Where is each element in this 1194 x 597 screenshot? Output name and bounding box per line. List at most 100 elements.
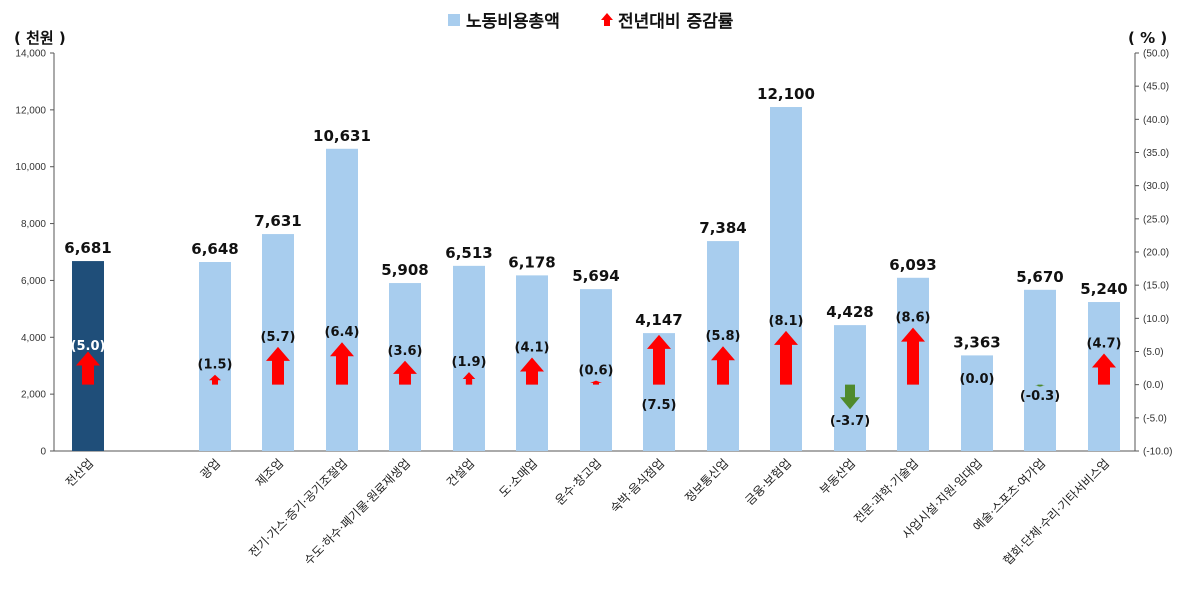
category-label: 협회·단체·수리·기타서비스업 [1000,456,1112,568]
legend-bar-label: 노동비용총액 [466,12,560,32]
increase-arrow-icon [462,372,476,385]
percent-change-label: (0.6) [579,364,614,379]
right-tick-label: (25.0) [1143,214,1169,225]
category-label: 운수·창고업 [552,456,604,508]
right-tick-label: (10.0) [1143,314,1169,325]
right-tick-label: (-5.0) [1143,413,1167,424]
bar-value-label: 5,694 [572,267,619,285]
percent-change-label: (4.1) [515,340,550,355]
increase-arrow-icon [520,357,544,385]
category-label: 부동산업 [817,456,858,497]
increase-arrow-icon [774,330,798,385]
bar-value-label: 10,631 [313,127,371,145]
increase-arrow-icon [76,351,100,385]
percent-change-label: (1.9) [452,355,487,370]
percent-change-label: (0.0) [960,372,995,387]
category-label: 제조업 [253,456,286,489]
percent-change-label: (4.7) [1087,336,1122,351]
increase-arrow-icon [711,346,735,385]
decrease-arrow-icon [840,384,860,410]
bar [453,265,485,451]
bar-value-label: 6,178 [508,253,555,271]
left-tick-label: 8,000 [21,219,46,230]
bar-value-label: 4,147 [635,311,682,329]
legend-arrow-icon [601,13,613,26]
arrows [76,327,1116,410]
bar [1024,289,1056,451]
left-axis-unit: ( 천원 ) [14,29,66,47]
percent-change-label: (6.4) [325,325,360,340]
right-tick-label: (15.0) [1143,281,1169,292]
bar-value-label: 6,513 [445,244,492,262]
category-label: 전문·과학·기술업 [851,456,921,526]
decrease-arrow-icon [1035,384,1045,387]
increase-arrow-icon [590,380,602,385]
legend-bar-swatch [448,14,460,26]
percent-change-label: (5.0) [71,339,106,354]
category-label: 전산업 [63,456,96,489]
right-tick-label: (40.0) [1143,115,1169,126]
percent-change-label: (5.8) [706,329,741,344]
percent-labels: (5.0) (1.5) (5.7) (6.4) (3.6) (1.9) (4.1) (0.6)… [71,311,1122,430]
category-label: 수도·하수·폐기물·원료재생업 [301,456,413,568]
increase-arrow-icon [393,360,417,385]
left-tick-label: 4,000 [21,333,46,344]
bar [326,148,358,451]
legend: 노동비용총액 전년대비 증감률 [448,12,734,32]
left-axis-ticks: 0 2,000 4,000 6,000 8,000 10,000 12,000 14,000 [15,49,54,458]
percent-change-label: (-0.3) [1020,389,1060,404]
increase-arrow-icon [647,334,671,385]
percent-change-label: (1.5) [198,358,233,373]
category-label: 정보통신업 [682,456,731,505]
right-tick-label: (-10.0) [1143,447,1172,458]
bar [262,234,294,451]
increase-arrow-icon [266,346,290,385]
bar-value-label: 5,908 [381,261,428,279]
right-tick-label: (5.0) [1143,347,1164,358]
percent-change-label: (-3.7) [830,414,870,429]
bar [580,289,612,451]
increase-arrow-icon [209,374,221,385]
right-tick-label: (50.0) [1143,49,1169,60]
bar-value-label: 5,670 [1016,268,1063,286]
bar [707,241,739,451]
bar-value-label: 6,093 [889,256,936,274]
right-axis-unit: ( % ) [1128,29,1167,47]
category-label: 금융·보험업 [742,456,794,508]
value-labels: 6,681 6,648 7,631 10,631 5,908 6,513 6,178 5,69… [64,85,1127,351]
category-label: 건설업 [444,456,477,489]
percent-change-label: (8.1) [769,314,804,329]
bar-value-label: 5,240 [1080,280,1127,298]
left-tick-label: 0 [40,447,46,458]
bar-value-label: 3,363 [953,333,1000,351]
bar-value-label: 4,428 [826,303,873,321]
right-tick-label: (20.0) [1143,248,1169,259]
bar [770,107,802,451]
category-label: 광업 [198,456,224,482]
legend-arrow-label: 전년대비 증감률 [618,12,734,32]
right-axis-ticks: (-10.0) (-5.0) (0.0) (5.0) (10.0) (15.0) (20.0… [1135,49,1172,458]
right-tick-label: (45.0) [1143,82,1169,93]
left-tick-label: 14,000 [15,49,46,60]
category-label: 도·소매업 [496,456,540,500]
increase-arrow-icon [901,327,925,385]
percent-change-label: (8.6) [896,311,931,326]
left-tick-label: 6,000 [21,276,46,287]
bar [199,262,231,451]
right-tick-label: (30.0) [1143,181,1169,192]
increase-arrow-icon [330,342,354,385]
bar-value-label: 6,681 [64,239,111,257]
left-tick-label: 12,000 [15,105,46,116]
bar-value-label: 12,100 [757,85,815,103]
bar-value-label: 7,631 [254,212,301,230]
percent-change-label: (3.6) [388,344,423,359]
percent-change-label: (5.7) [261,330,296,345]
right-tick-label: (0.0) [1143,380,1164,391]
left-tick-label: 10,000 [15,162,46,173]
bar [961,355,993,451]
category-label: 숙박·음식점업 [608,456,667,515]
percent-change-label: (7.5) [642,398,677,413]
right-tick-label: (35.0) [1143,148,1169,159]
